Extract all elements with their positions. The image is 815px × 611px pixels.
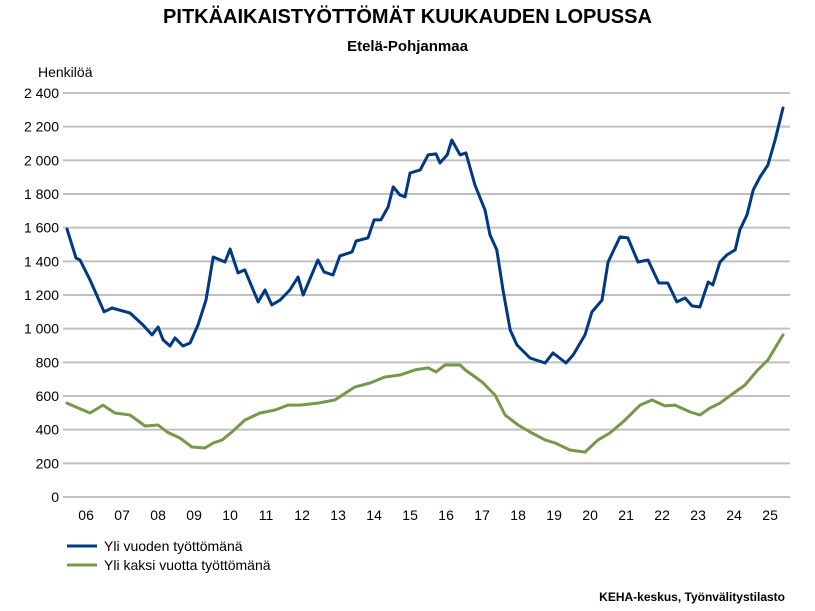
x-tick-label: 11 bbox=[259, 507, 274, 523]
series-line-2 bbox=[65, 333, 785, 454]
x-tick-label: 24 bbox=[726, 507, 742, 523]
x-tick-label: 20 bbox=[582, 507, 598, 523]
x-tick-label: 21 bbox=[618, 507, 634, 523]
x-tick-label: 25 bbox=[762, 507, 778, 523]
x-tick-label: 17 bbox=[474, 507, 490, 523]
x-tick-label: 18 bbox=[510, 507, 526, 523]
y-tick-label: 1 200 bbox=[24, 287, 59, 303]
y-tick-label: 2 400 bbox=[24, 85, 59, 101]
y-tick-label: 0 bbox=[51, 489, 59, 505]
y-tick-label: 400 bbox=[36, 422, 60, 438]
chart-title: PITKÄAIKAISTYÖTTÖMÄT KUUKAUDEN LOPUSSA bbox=[163, 6, 652, 28]
x-tick-label: 22 bbox=[654, 507, 670, 523]
x-tick-label: 13 bbox=[330, 507, 346, 523]
y-tick-label: 1 600 bbox=[24, 220, 59, 236]
y-tick-label: 1 400 bbox=[24, 253, 59, 269]
x-tick-label: 12 bbox=[294, 507, 310, 523]
x-tick-label: 15 bbox=[402, 507, 418, 523]
y-tick-label: 2 000 bbox=[24, 152, 59, 168]
legend-label-2: Yli kaksi vuotta työttömänä bbox=[104, 557, 271, 573]
y-tick-label: 1 000 bbox=[24, 321, 59, 337]
x-tick-label: 08 bbox=[150, 507, 166, 523]
x-tick-label: 10 bbox=[222, 507, 238, 523]
y-axis-label: Henkilöä bbox=[38, 64, 93, 80]
x-tick-label: 07 bbox=[114, 507, 130, 523]
y-tick-label: 200 bbox=[36, 455, 60, 471]
x-tick-label: 23 bbox=[690, 507, 706, 523]
y-tick-label: 800 bbox=[36, 354, 60, 370]
x-tick-label: 16 bbox=[438, 507, 454, 523]
legend-label-1: Yli vuoden työttömänä bbox=[104, 538, 243, 554]
x-tick-label: 14 bbox=[366, 507, 382, 523]
x-tick-label: 09 bbox=[186, 507, 202, 523]
y-tick-label: 600 bbox=[36, 388, 60, 404]
chart-subtitle: Etelä-Pohjanmaa bbox=[347, 38, 468, 55]
x-tick-label: 19 bbox=[546, 507, 562, 523]
y-tick-label: 1 800 bbox=[24, 186, 59, 202]
source-note: KEHA-keskus, Työnvälitystilasto bbox=[599, 590, 785, 604]
y-tick-label: 2 200 bbox=[24, 119, 59, 135]
series-line-1 bbox=[65, 106, 785, 365]
x-tick-label: 06 bbox=[78, 507, 94, 523]
